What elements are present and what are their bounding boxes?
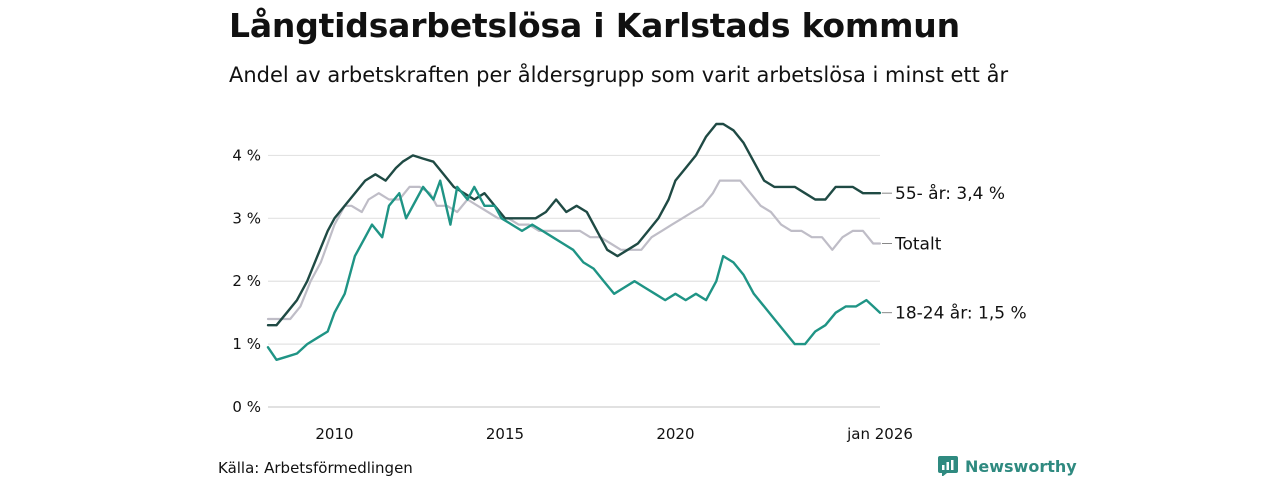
brand-name: Newsworthy bbox=[965, 456, 1077, 476]
series-labels: Totalt 55- år: 3,4 % 18-24 år: 1,5 % bbox=[882, 183, 1027, 324]
series-end-label: Totalt bbox=[894, 234, 942, 254]
brand[interactable]: Newsworthy bbox=[938, 456, 1077, 476]
x-tick-label: 2020 bbox=[656, 425, 694, 443]
series-end-label: 55- år: 3,4 % bbox=[895, 183, 1005, 204]
x-tick-label: 2010 bbox=[315, 425, 353, 443]
series-lines bbox=[266, 122, 882, 361]
y-tick-label: 4 % bbox=[232, 146, 261, 164]
y-tick-label: 1 % bbox=[232, 335, 261, 353]
series-end-label: 18-24 år: 1,5 % bbox=[895, 303, 1027, 324]
source-note: Källa: Arbetsförmedlingen bbox=[218, 459, 413, 477]
x-tick-label: jan 2026 bbox=[846, 425, 913, 443]
series-line bbox=[266, 122, 882, 327]
x-axis-ticks: 2010 2015 2020 jan 2026 bbox=[315, 425, 913, 443]
y-tick-label: 0 % bbox=[232, 398, 261, 416]
chart-title: Långtidsarbetslösa i Karlstads kommun bbox=[229, 6, 960, 45]
gridlines bbox=[268, 154, 880, 408]
chart-subtitle: Andel av arbetskraften per åldersgrupp s… bbox=[229, 63, 1009, 87]
y-tick-label: 2 % bbox=[232, 272, 261, 290]
y-tick-label: 3 % bbox=[232, 209, 261, 227]
x-tick-label: 2015 bbox=[486, 425, 524, 443]
y-axis-ticks: 0 % 1 % 2 % 3 % 4 % bbox=[232, 146, 261, 416]
series-line bbox=[266, 179, 882, 361]
newsworthy-logo-icon bbox=[938, 456, 958, 476]
series-line bbox=[266, 179, 882, 321]
